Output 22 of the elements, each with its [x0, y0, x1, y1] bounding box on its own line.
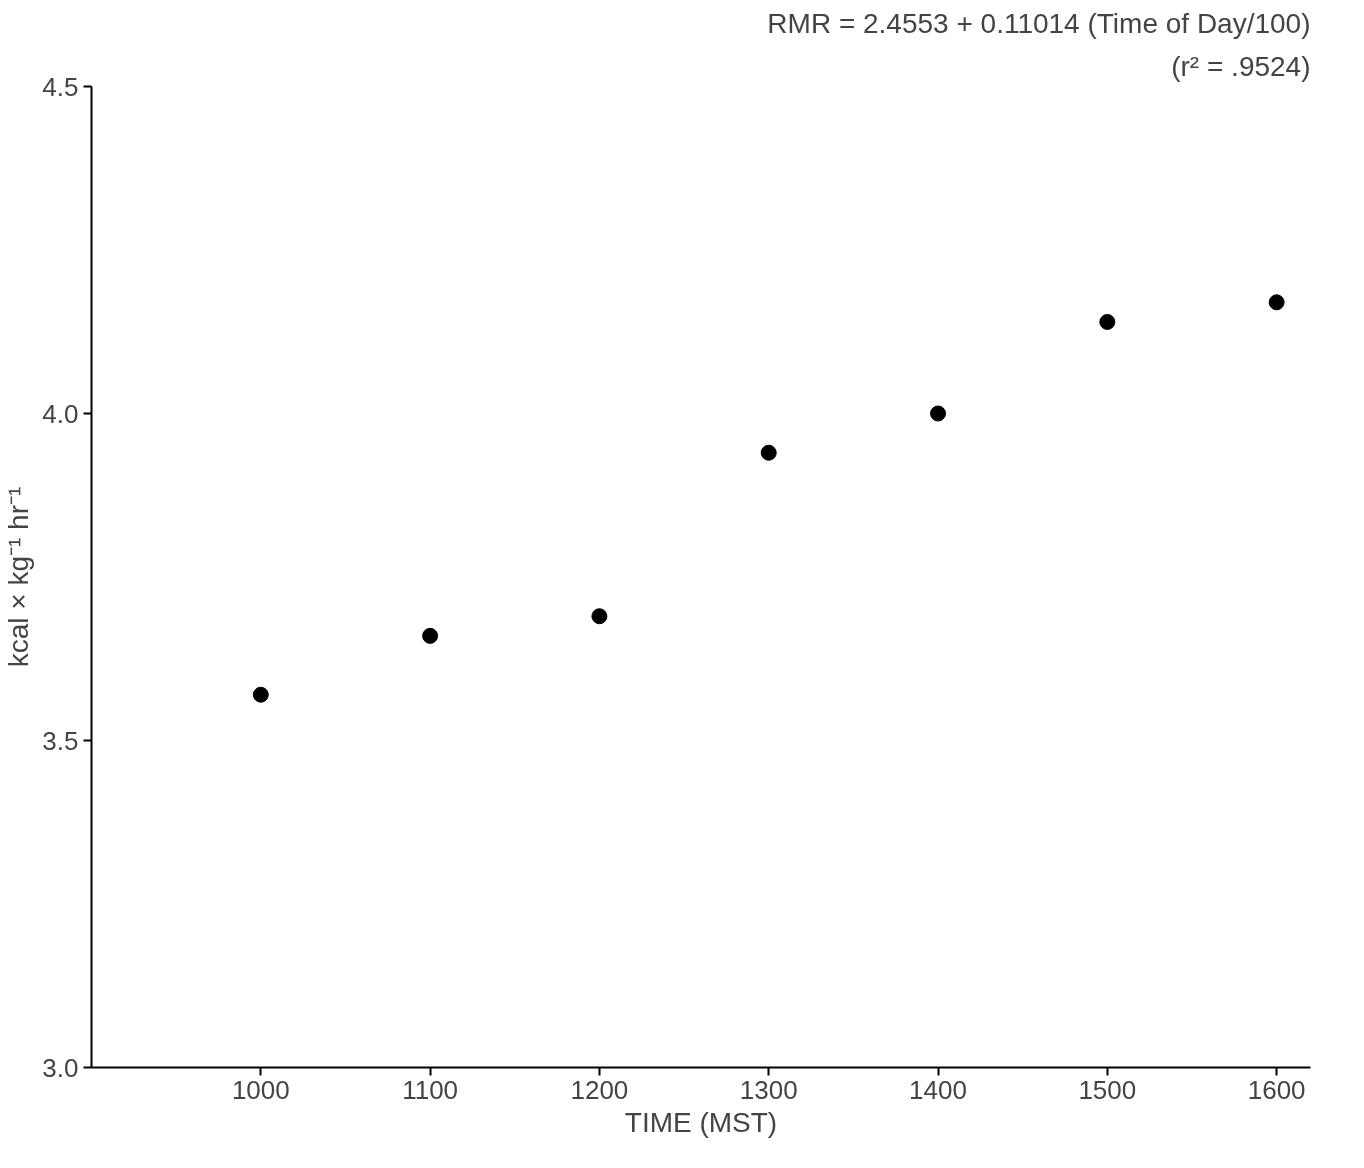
point	[1099, 313, 1116, 330]
x-tick-label: 1200	[570, 1074, 629, 1105]
y-axis-title: kcal × kg⁻¹ hr⁻¹	[3, 486, 35, 668]
point	[760, 444, 777, 461]
y-tick-label: 4.5	[42, 71, 79, 102]
text: (r² = .9524)	[1171, 50, 1311, 82]
y-tick-label: 3.5	[42, 725, 79, 756]
point	[252, 686, 269, 703]
point	[1268, 294, 1285, 311]
x-tick-label: 1400	[909, 1074, 967, 1105]
x-tick-label: 1500	[1078, 1074, 1137, 1105]
point	[591, 608, 608, 625]
x-tick-label: 1100	[402, 1074, 459, 1105]
x-tick-label: 1300	[739, 1074, 798, 1105]
x-tick-label: 1000	[231, 1074, 290, 1105]
x-tick-label: 1600	[1247, 1074, 1306, 1105]
text: RMR = 2.4553 + 0.11014 (Time of Day/100)	[767, 7, 1311, 39]
x-axis-title: TIME (MST)	[624, 1106, 778, 1138]
point	[930, 405, 947, 422]
y-tick-label: 3.0	[42, 1052, 79, 1083]
y-tick-label: 4.0	[42, 398, 79, 429]
point	[422, 627, 439, 644]
